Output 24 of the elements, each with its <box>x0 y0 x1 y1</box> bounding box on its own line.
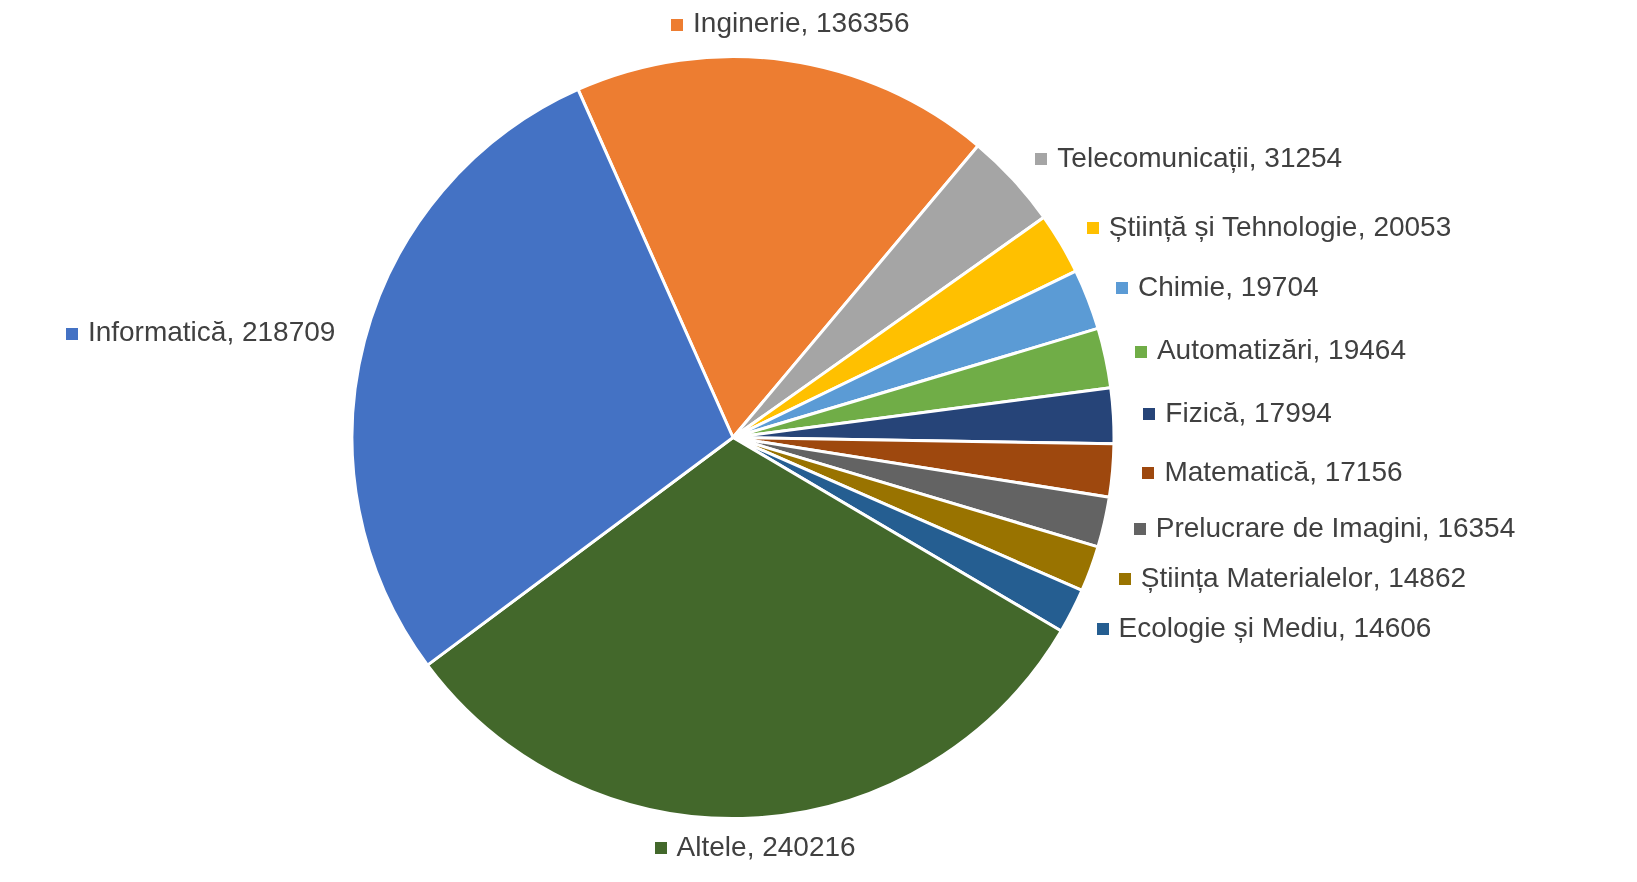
legend-label: Știință și Tehnologie <box>1108 211 1358 243</box>
data-label: , 136356 <box>800 7 910 39</box>
legend-label: Prelucrare de Imagini <box>1155 511 1422 543</box>
legend-label: Altele <box>676 830 747 862</box>
data-label: , 17994 <box>1238 396 1332 428</box>
data-label: , 16354 <box>1421 511 1516 543</box>
legend-label: Matematică <box>1164 455 1310 487</box>
data-label: , 19464 <box>1312 334 1406 366</box>
legend-label: Chimie <box>1138 271 1226 303</box>
data-label: , 19704 <box>1225 271 1319 303</box>
legend-label: Fizică <box>1165 396 1239 428</box>
data-label: , 20053 <box>1357 211 1452 243</box>
legend-label: Informatică <box>87 316 227 348</box>
legend-label: Știința Materialelor <box>1140 561 1373 593</box>
legend-label: Ecologie și Mediu <box>1118 611 1338 643</box>
data-label: , 31254 <box>1248 141 1343 173</box>
data-label: , 17156 <box>1309 455 1403 487</box>
legend-label: Telecomunicații <box>1057 141 1249 173</box>
legend-label: Inginerie <box>693 7 801 39</box>
legend-label: Automatizări <box>1156 334 1313 366</box>
data-label: , 218709 <box>226 316 336 348</box>
data-label: , 14606 <box>1337 611 1432 643</box>
data-label: , 240216 <box>746 830 856 862</box>
data-label: , 14862 <box>1372 561 1467 593</box>
